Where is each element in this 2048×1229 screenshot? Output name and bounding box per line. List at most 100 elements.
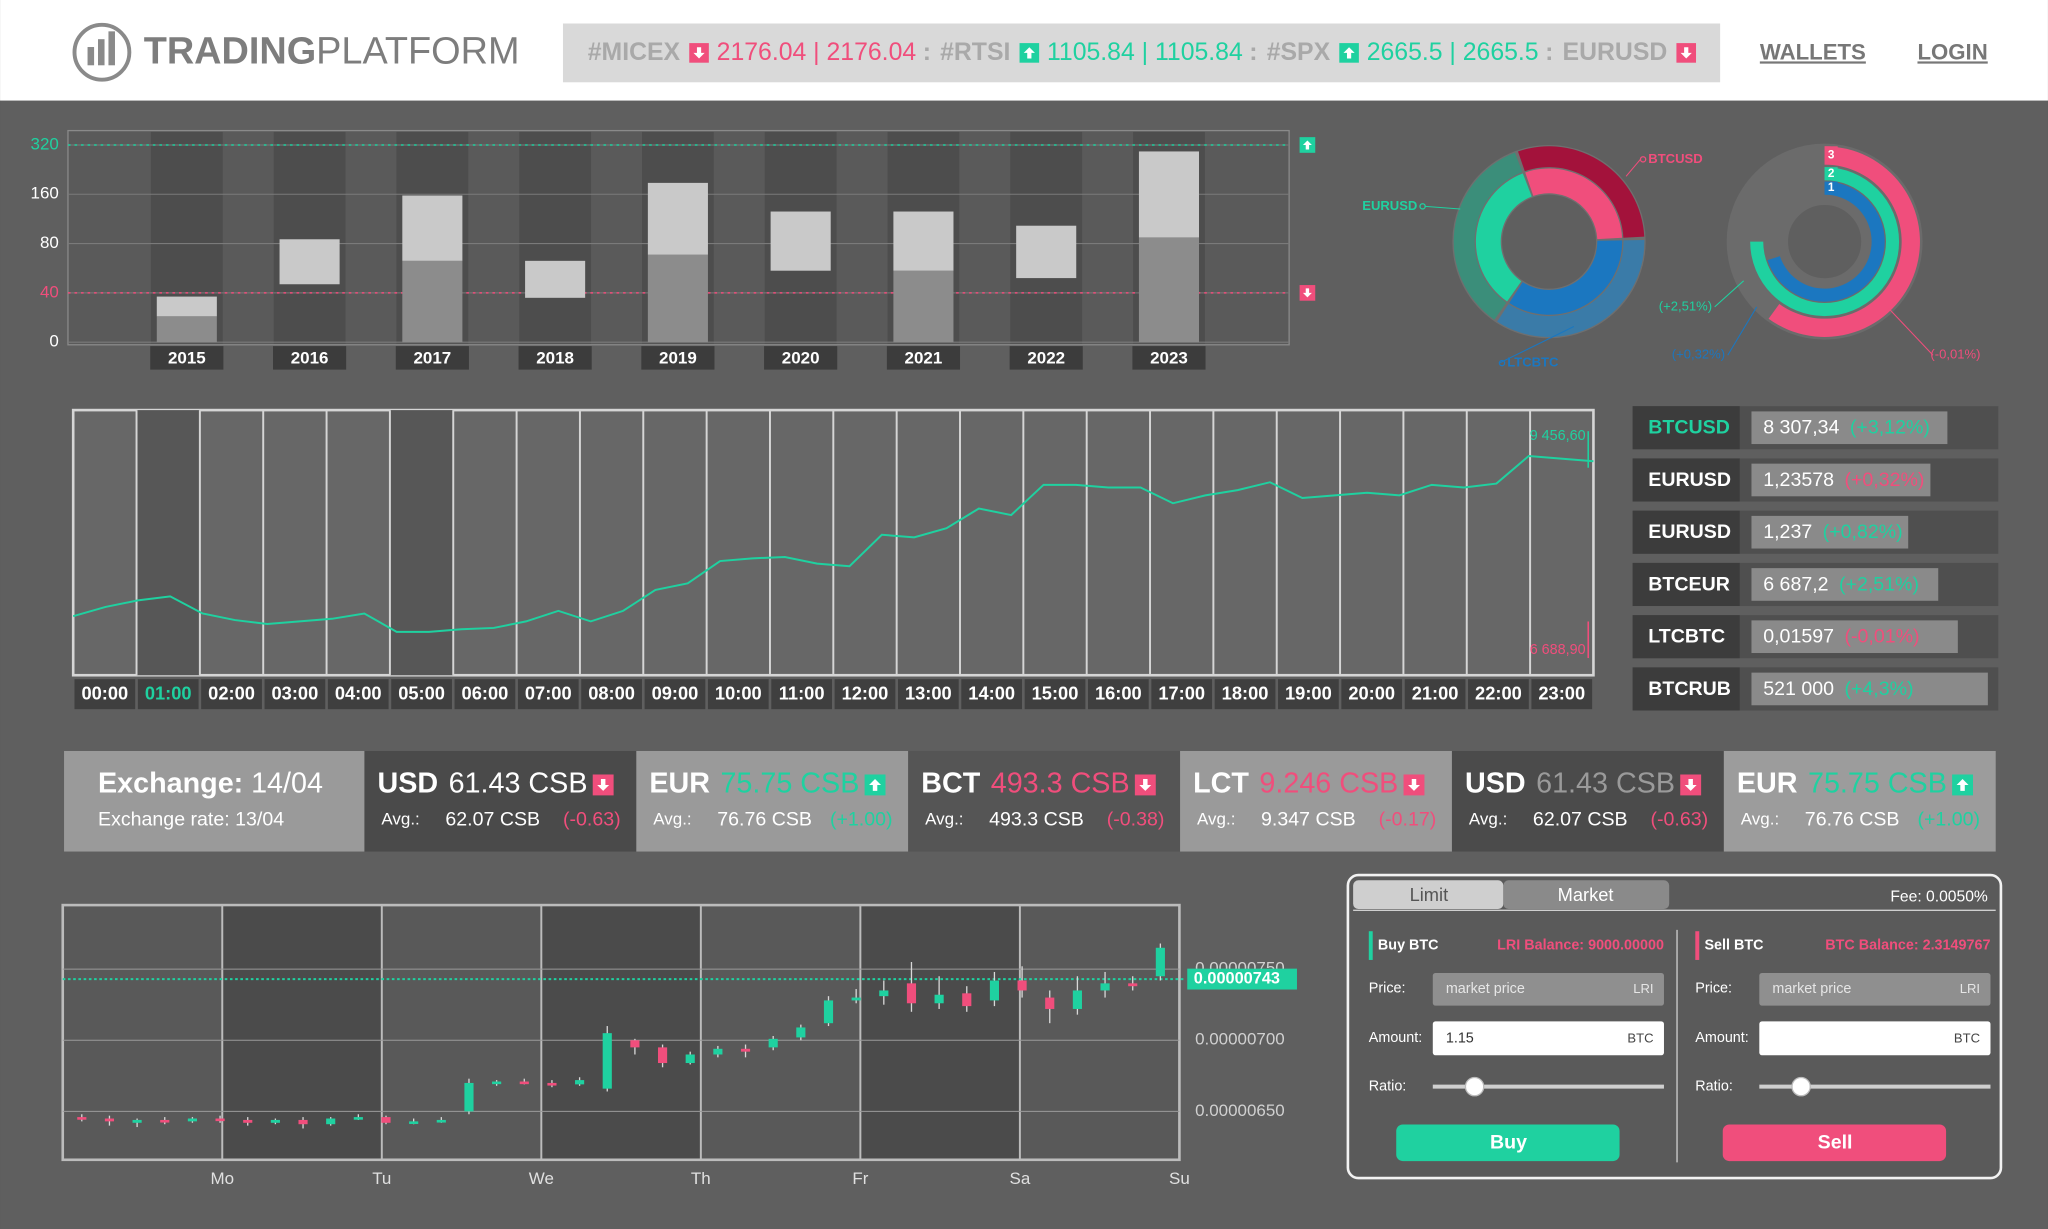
category-box [518,346,592,370]
arrow-glyph [1956,778,1969,791]
donut-outer-segment [1517,146,1645,238]
arrow-glyph [1343,47,1355,59]
time-box [961,679,1023,710]
slider-knob[interactable] [1464,1076,1485,1097]
pair-name: LTCBTC [1648,626,1725,648]
button-label[interactable]: Sell [1818,1132,1853,1154]
logo-icon [72,22,132,82]
value-bar [1751,411,1948,445]
action-button[interactable] [1722,1124,1947,1162]
candle-body [409,1121,419,1124]
input-value: 1.15 [1446,1031,1474,1047]
value-bar [1751,620,1958,654]
arrow-glyph [1302,288,1312,298]
candle-body [436,1119,446,1123]
order-panel [1346,873,2003,1180]
slider-knob[interactable] [1791,1076,1811,1097]
arrow-glyph [1023,47,1035,59]
candle-body [270,1119,280,1123]
exchange-title: Exchange: [98,768,243,800]
leader-line [1727,306,1758,356]
time-box [391,679,452,710]
tab[interactable] [1353,880,1504,910]
y-tick-label: 40 [40,282,59,301]
candle-body [768,1038,778,1048]
ring-arc [1768,146,1920,337]
amount-input[interactable] [1759,1021,1991,1056]
ticker-symbol: EURUSD [1563,39,1668,66]
time-box [517,679,579,710]
x-tick-label: 06:00 [462,683,509,704]
legend-label: EURUSD [1362,198,1417,213]
x-tick-label: 2021 [905,349,943,368]
ticker-separator: : [1545,39,1553,66]
y-tick-label: 6 688,90 [1530,642,1586,658]
y-tick-label: 0 [49,332,58,351]
candle-body [823,1000,834,1024]
price-line [72,454,1594,633]
time-box [1151,679,1213,710]
change-label: (+2,51%) [1659,298,1712,313]
field-label: Price: [1369,980,1406,996]
price-input[interactable] [1759,973,1991,1006]
x-tick-label: 2022 [1027,349,1065,368]
x-tick-label: 2019 [659,349,697,368]
nav-link[interactable]: WALLETS [1760,39,1866,64]
amount-input[interactable] [1432,1021,1664,1056]
tab-label[interactable]: Market [1558,884,1614,905]
column-band [136,410,200,676]
avg-label: Avg.: [381,810,419,829]
x-tick-label: 2020 [782,349,820,368]
nav-link[interactable]: LOGIN [1917,39,1987,64]
candle-body [1155,947,1165,977]
avg-label: Avg.: [1741,810,1779,829]
card-currency: EUR [1737,768,1798,800]
bar-base [647,254,708,343]
price-input[interactable] [1432,973,1664,1006]
leader-line [1499,326,1575,364]
ticker-box [562,23,1721,83]
x-tick-label: 07:00 [525,683,572,704]
candle-body [630,1040,640,1048]
input-placeholder: market price [1446,981,1525,997]
ring-label: 1 [1828,181,1835,194]
time-box [707,679,769,710]
y-tick-label: 9 456,60 [1530,428,1586,444]
x-tick-label: 02:00 [208,683,255,704]
pair-name: BTCRUB [1648,678,1731,700]
button-label[interactable]: Buy [1490,1132,1527,1154]
candle-body [77,1117,87,1120]
candle-body [685,1054,695,1064]
side-marker [1695,931,1700,960]
side-title: Buy BTC [1378,937,1439,953]
category-box [764,346,838,370]
time-box [644,679,706,710]
x-tick-label: 08:00 [588,683,635,704]
rate-price: 1,23578 [1763,469,1834,491]
candle-body [934,994,944,1004]
candle-body [160,1119,170,1123]
candle-body [1045,997,1055,1009]
candle-body [381,1117,391,1123]
bar-base [402,260,463,343]
candle-body [740,1048,751,1052]
pair-box [1632,406,1740,450]
value-bar [1751,568,1939,601]
y-tick-label: 160 [31,184,59,203]
card-change: (-0.63) [1650,808,1708,830]
tab-label[interactable]: Limit [1410,884,1449,905]
logo-bold: TRADING [144,31,316,73]
ring-label: 2 [1828,167,1835,180]
card-price: 61.43 CSB [449,768,588,800]
ring-label: 3 [1828,149,1835,162]
avg-value: 9.347 CSB [1261,808,1356,830]
card-price: 9.246 CSB [1259,768,1398,800]
exchange-subtitle: Exchange rate: 13/04 [98,808,284,830]
x-tick-label: 03:00 [272,683,319,704]
x-tick-label: 2023 [1150,349,1188,368]
candle-body [132,1119,142,1123]
tab[interactable] [1503,880,1670,910]
leader-line [1625,159,1641,177]
bar-range [647,182,708,255]
action-button[interactable] [1396,1124,1620,1162]
